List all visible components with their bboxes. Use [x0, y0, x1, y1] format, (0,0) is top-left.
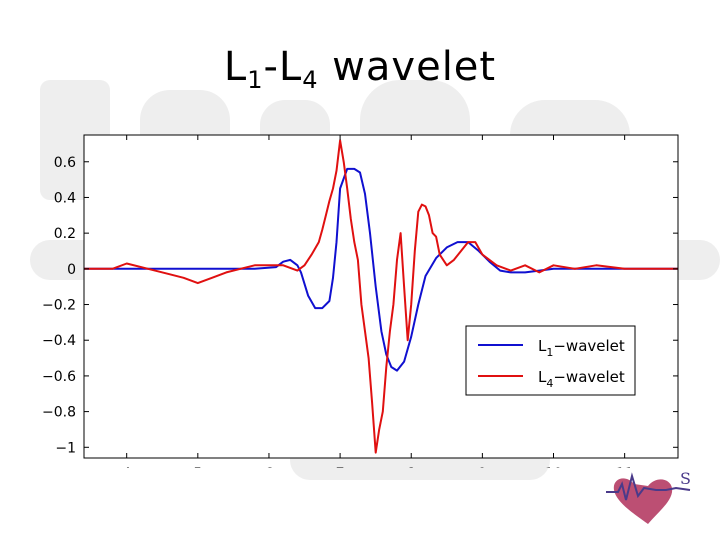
y-tick-label: 0.6 — [54, 155, 76, 171]
y-tick-label: 0.4 — [54, 190, 76, 206]
logo-wave-line — [606, 472, 691, 501]
logo-letter: S — [680, 469, 691, 488]
slide-title: L1-L4 wavelet — [0, 44, 720, 94]
slide-title-sub2: 4 — [302, 66, 319, 94]
legend: L1−wavelet L4−wavelet — [465, 325, 636, 396]
wavelet-chart: 4 5 6 7 8 9 10 11 0.6 0.4 0.2 0 −0.2 −0.4 −0.6 −0.8 −1 L… — [42, 134, 679, 468]
x-tick-label: 7 — [336, 466, 345, 468]
series-line-l1 — [84, 167, 678, 372]
y-tick-label: −0.4 — [42, 333, 76, 349]
series-layer — [84, 139, 678, 454]
series-line-l4 — [84, 139, 678, 454]
biodiversity-logo: S — [606, 469, 691, 524]
x-tick-label: 9 — [478, 466, 487, 468]
plot-area — [84, 135, 678, 458]
x-tick-label: 8 — [407, 466, 416, 468]
y-tick-label: −1 — [55, 440, 76, 456]
y-tick-label: −0.6 — [42, 369, 76, 385]
legend-box — [465, 325, 636, 396]
x-tick-label: 4 — [122, 466, 131, 468]
tick-layer: 4 5 6 7 8 9 10 11 0.6 0.4 0.2 0 −0.2 −0.4 −0.6 −0.8 −1 — [42, 135, 678, 468]
y-tick-label: 0 — [67, 262, 76, 278]
y-tick-label: −0.8 — [42, 405, 76, 421]
legend-label-l1: L1−wavelet — [538, 337, 625, 359]
plot-frame — [83, 134, 679, 459]
x-tick-label: 11 — [616, 466, 634, 468]
legend-label-l4: L4−wavelet — [538, 368, 625, 390]
y-tick-label: −0.2 — [42, 298, 76, 314]
slide-title-mid: -L — [263, 44, 303, 90]
slide-title-tail: wavelet — [318, 44, 497, 90]
slide-title-main: L — [223, 44, 248, 90]
x-tick-label: 5 — [193, 466, 202, 468]
x-tick-label: 10 — [545, 466, 563, 468]
x-tick-label: 6 — [264, 466, 273, 468]
y-tick-label: 0.2 — [54, 226, 76, 242]
slide-title-sub1: 1 — [247, 66, 264, 94]
